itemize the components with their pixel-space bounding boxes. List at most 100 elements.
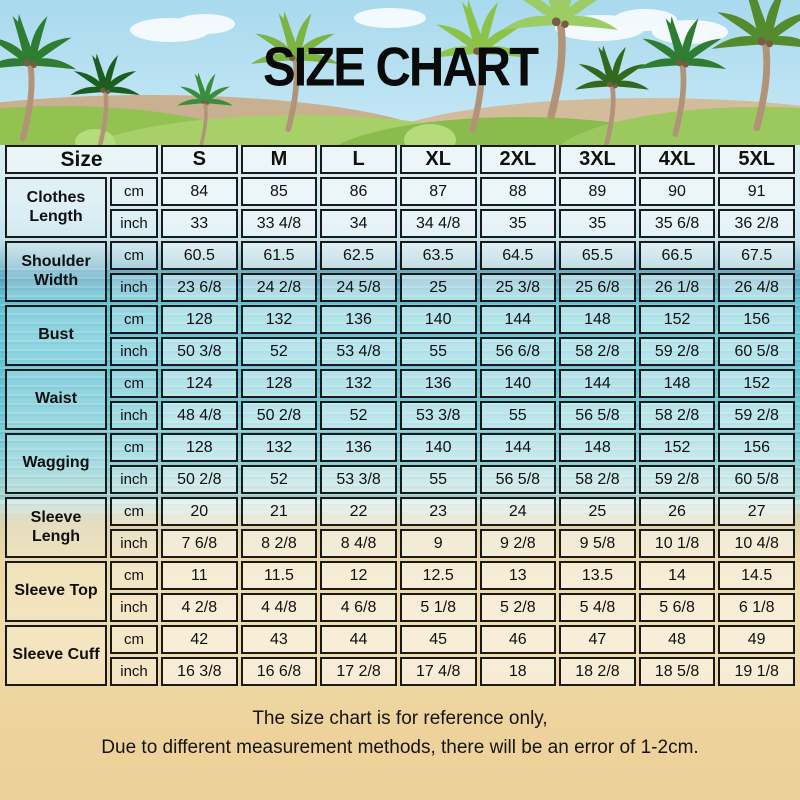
- size-corner-header: Size: [5, 145, 158, 174]
- value-cell: 5 6/8: [638, 593, 716, 622]
- value-cell: 14.5: [718, 561, 795, 590]
- value-cell: 56 5/8: [559, 401, 636, 430]
- value-cell: 35 6/8: [638, 209, 716, 238]
- value-cell: 35: [559, 209, 636, 238]
- value-cell: 25 3/8: [479, 273, 557, 302]
- value-cell: 60 5/8: [718, 337, 795, 366]
- unit-cell-inch: inch: [110, 465, 158, 494]
- footer-line-2: Due to different measurement methods, th…: [101, 737, 699, 758]
- value-cell: 18 5/8: [638, 657, 716, 686]
- row-label-cell: Sleeve Top: [5, 561, 107, 622]
- size-column-header: 5XL: [718, 145, 795, 174]
- size-column-header: M: [240, 145, 318, 174]
- value-cell: 6 1/8: [718, 593, 795, 622]
- size-column-header: L: [320, 145, 397, 174]
- value-cell: 136: [320, 433, 397, 462]
- value-cell: 17 4/8: [399, 657, 477, 686]
- value-cell: 59 2/8: [638, 465, 716, 494]
- row-label-cell: Sleeve Lengh: [5, 497, 107, 558]
- value-cell: 35: [479, 209, 557, 238]
- value-cell: 33: [161, 209, 238, 238]
- value-cell: 144: [479, 433, 557, 462]
- value-cell: 12: [320, 561, 397, 590]
- value-cell: 128: [161, 433, 238, 462]
- value-cell: 128: [161, 305, 238, 334]
- value-cell: 23 6/8: [161, 273, 238, 302]
- value-cell: 56 5/8: [479, 465, 557, 494]
- value-cell: 33 4/8: [240, 209, 318, 238]
- value-cell: 25: [399, 273, 477, 302]
- table-row: inch 23 6/8 24 2/8 24 5/8 25 25 3/8 25 6/8 26 1…: [5, 273, 795, 302]
- table-row: Bust cm 128 132 136 140 144 148 152 156: [5, 305, 795, 366]
- table-row: Sleeve Lengh cm 20 21 22 23 24 25 26 27: [5, 497, 795, 558]
- value-cell: 128: [240, 369, 318, 398]
- value-cell: 55: [479, 401, 557, 430]
- value-cell: 36 2/8: [718, 209, 795, 238]
- value-cell: 87: [399, 177, 477, 206]
- value-cell: 43: [240, 625, 318, 654]
- value-cell: 8 2/8: [240, 529, 318, 558]
- value-cell: 19 1/8: [718, 657, 795, 686]
- value-cell: 84: [161, 177, 238, 206]
- table-row: Sleeve Top cm 11 11.5 12 12.5 13 13.5 14 14.5: [5, 561, 795, 622]
- table-row: Sleeve Cuff cm 42 43 44 45 46 47 48 49: [5, 625, 795, 686]
- value-cell: 140: [399, 305, 477, 334]
- value-cell: 156: [718, 433, 795, 462]
- value-cell: 12.5: [399, 561, 477, 590]
- value-cell: 56 6/8: [479, 337, 557, 366]
- value-cell: 124: [161, 369, 238, 398]
- value-cell: 91: [718, 177, 795, 206]
- value-cell: 67.5: [718, 241, 795, 270]
- value-cell: 136: [320, 305, 397, 334]
- unit-cell-cm: cm: [110, 305, 158, 334]
- row-label-cell: Bust: [5, 305, 107, 366]
- value-cell: 34 4/8: [399, 209, 477, 238]
- value-cell: 9 2/8: [479, 529, 557, 558]
- value-cell: 48: [638, 625, 716, 654]
- table-row: inch 7 6/8 8 2/8 8 4/8 9 9 2/8 9 5/8 10 1/8 10 4…: [5, 529, 795, 558]
- value-cell: 53 3/8: [320, 465, 397, 494]
- value-cell: 140: [399, 433, 477, 462]
- value-cell: 5 1/8: [399, 593, 477, 622]
- value-cell: 21: [240, 497, 318, 526]
- value-cell: 88: [479, 177, 557, 206]
- value-cell: 64.5: [479, 241, 557, 270]
- table-row: inch 4 2/8 4 4/8 4 6/8 5 1/8 5 2/8 5 4/8 5 6/8 6…: [5, 593, 795, 622]
- value-cell: 53 3/8: [399, 401, 477, 430]
- value-cell: 52: [320, 401, 397, 430]
- page-title: SIZE CHART: [263, 37, 539, 98]
- unit-cell-cm: cm: [110, 625, 158, 654]
- value-cell: 25: [559, 497, 636, 526]
- value-cell: 26 1/8: [638, 273, 716, 302]
- value-cell: 24 2/8: [240, 273, 318, 302]
- value-cell: 58 2/8: [559, 465, 636, 494]
- value-cell: 66.5: [638, 241, 716, 270]
- size-chart-table: Size S M L XL 2XL 3XL 4XL 5XL Clothes Length cm 8…: [2, 142, 798, 689]
- row-label-cell: Wagging: [5, 433, 107, 494]
- value-cell: 61.5: [240, 241, 318, 270]
- value-cell: 148: [559, 433, 636, 462]
- value-cell: 50 2/8: [161, 465, 238, 494]
- unit-cell-inch: inch: [110, 529, 158, 558]
- value-cell: 26 4/8: [718, 273, 795, 302]
- unit-cell-cm: cm: [110, 369, 158, 398]
- size-column-header: 2XL: [479, 145, 557, 174]
- value-cell: 16 6/8: [240, 657, 318, 686]
- unit-cell-cm: cm: [110, 177, 158, 206]
- value-cell: 86: [320, 177, 397, 206]
- value-cell: 49: [718, 625, 795, 654]
- table-header-row: Size S M L XL 2XL 3XL 4XL 5XL: [5, 145, 795, 174]
- table-row: Waist cm 124 128 132 136 140 144 148 152: [5, 369, 795, 430]
- value-cell: 7 6/8: [161, 529, 238, 558]
- value-cell: 140: [479, 369, 557, 398]
- value-cell: 11.5: [240, 561, 318, 590]
- value-cell: 89: [559, 177, 636, 206]
- table-row: inch 48 4/8 50 2/8 52 53 3/8 55 56 5/8 58 2/8 59…: [5, 401, 795, 430]
- unit-cell-inch: inch: [110, 273, 158, 302]
- value-cell: 45: [399, 625, 477, 654]
- value-cell: 4 4/8: [240, 593, 318, 622]
- value-cell: 55: [399, 465, 477, 494]
- row-label-cell: Waist: [5, 369, 107, 430]
- value-cell: 52: [240, 337, 318, 366]
- value-cell: 27: [718, 497, 795, 526]
